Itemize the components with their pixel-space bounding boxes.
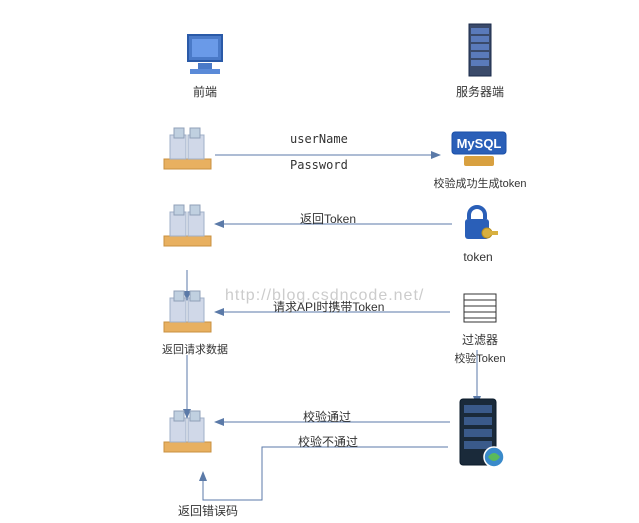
filter-stack-icon: [460, 290, 500, 326]
lock-key-icon: [455, 205, 501, 245]
monitor-icon: [180, 30, 230, 80]
node-bigserver: [450, 395, 510, 478]
node-client1: [160, 125, 215, 176]
node-filter: 过滤器 校验Token: [460, 290, 500, 366]
workstation-icon: [160, 125, 215, 173]
node-server-label: 服务器端: [455, 83, 505, 100]
node-token: token: [455, 205, 501, 264]
edge-label-return-token: 返回Token: [300, 210, 356, 227]
node-filter-label: 过滤器: [460, 331, 500, 348]
edge-label-password: Password: [290, 158, 348, 172]
edge-label-verify-pass: 校验通过: [303, 408, 351, 425]
edge-label-request-api: 请求API时携带Token: [273, 298, 384, 315]
workstation-icon: [160, 202, 215, 250]
node-frontend: 前端: [180, 30, 230, 100]
node-client3: 返回请求数据: [160, 288, 215, 357]
node-server: 服务器端: [455, 22, 505, 100]
node-mysql: MySQL 校验成功生成token: [450, 130, 508, 191]
big-server-icon: [450, 395, 510, 475]
workstation-icon: [160, 408, 215, 456]
node-client3-sublabel: 返回请求数据: [150, 341, 240, 357]
node-client2: [160, 202, 215, 253]
mysql-badge-icon: MySQL: [450, 130, 508, 170]
workstation-icon: [160, 288, 215, 336]
node-frontend-label: 前端: [180, 83, 230, 100]
edge-label-verify-fail: 校验不通过: [298, 433, 358, 450]
svg-text:MySQL: MySQL: [457, 136, 502, 151]
edge-label-username: userName: [290, 132, 348, 146]
node-client4: [160, 408, 215, 459]
edge-verify-fail: [203, 447, 448, 500]
label-error-return: 返回错误码: [178, 502, 238, 519]
node-token-label: token: [455, 250, 501, 264]
node-filter-sublabel-right: 校验Token: [440, 350, 520, 366]
node-mysql-sublabel: 校验成功生成token: [420, 175, 540, 191]
server-rack-icon: [455, 22, 505, 80]
